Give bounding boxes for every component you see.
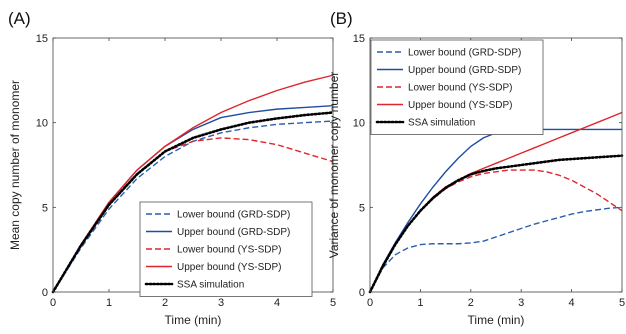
legend-entry-3: Upper bound (YS-SDP) (408, 100, 513, 111)
legend-entry-4: SSA simulation (177, 280, 244, 291)
x-tick-label: 1 (106, 297, 112, 309)
legend-entry-0: Lower bound (GRD-SDP) (408, 48, 521, 59)
legend-entry-4: SSA simulation (408, 118, 475, 129)
x-tick-label: 1 (417, 297, 423, 309)
y-axis-label: Mean copy number of monomer (8, 80, 22, 250)
y-axis-label: Variance of monomer copy number (327, 72, 341, 259)
panel-label: (A) (8, 9, 31, 28)
series-line-2 (369, 169, 623, 293)
x-axis-label: Time (min) (165, 313, 222, 327)
x-tick-label: 5 (330, 297, 336, 309)
legend: Lower bound (GRD-SDP) Upper bound (GRD-SD… (139, 201, 313, 297)
panel-label: (B) (330, 9, 353, 28)
panel-b: (B) 0 1 2 3 4 5 0 5 10 15 Time (min) Variance of mon… (327, 9, 625, 327)
y-tick-label: 0 (359, 287, 365, 299)
x-tick-label: 3 (218, 297, 224, 309)
y-tick-label: 15 (36, 33, 48, 45)
series-line-4 (368, 154, 624, 294)
series-line-4 (51, 111, 335, 294)
y-tick-label: 10 (353, 118, 365, 130)
x-tick-label: 2 (162, 297, 168, 309)
panel-a: (A) 0 1 2 3 4 5 0 5 10 15 Time (min) Mean copy numbe… (8, 9, 336, 327)
y-tick-label: 0 (42, 287, 48, 299)
legend-entry-1: Upper bound (GRD-SDP) (177, 227, 290, 238)
series-line-3 (369, 111, 623, 293)
y-tick-label: 15 (353, 33, 365, 45)
x-tick-label: 3 (518, 297, 524, 309)
plot-frame (369, 37, 623, 293)
legend-entry-1: Upper bound (GRD-SDP) (408, 65, 521, 76)
x-axis-label: Time (min) (468, 313, 525, 327)
x-tick-label: 4 (274, 297, 280, 309)
x-tick-label: 0 (367, 297, 373, 309)
x-tick-label: 0 (50, 297, 56, 309)
x-tick-label: 4 (569, 297, 575, 309)
y-tick-label: 5 (42, 202, 48, 214)
series-line-1 (369, 128, 622, 293)
legend-entry-2: Lower bound (YS-SDP) (408, 83, 513, 94)
y-tick-label: 10 (36, 118, 48, 130)
series-line-2 (52, 137, 334, 293)
legend: Lower bound (GRD-SDP) Upper bound (GRD-SD… (370, 39, 544, 135)
legend-entry-3: Upper bound (YS-SDP) (177, 262, 282, 273)
x-tick-label: 5 (619, 297, 625, 309)
legend-entry-0: Lower bound (GRD-SDP) (177, 210, 290, 221)
legend-entry-2: Lower bound (YS-SDP) (177, 245, 282, 256)
y-tick-label: 5 (359, 202, 365, 214)
series-line-0 (369, 206, 623, 293)
x-tick-label: 2 (468, 297, 474, 309)
